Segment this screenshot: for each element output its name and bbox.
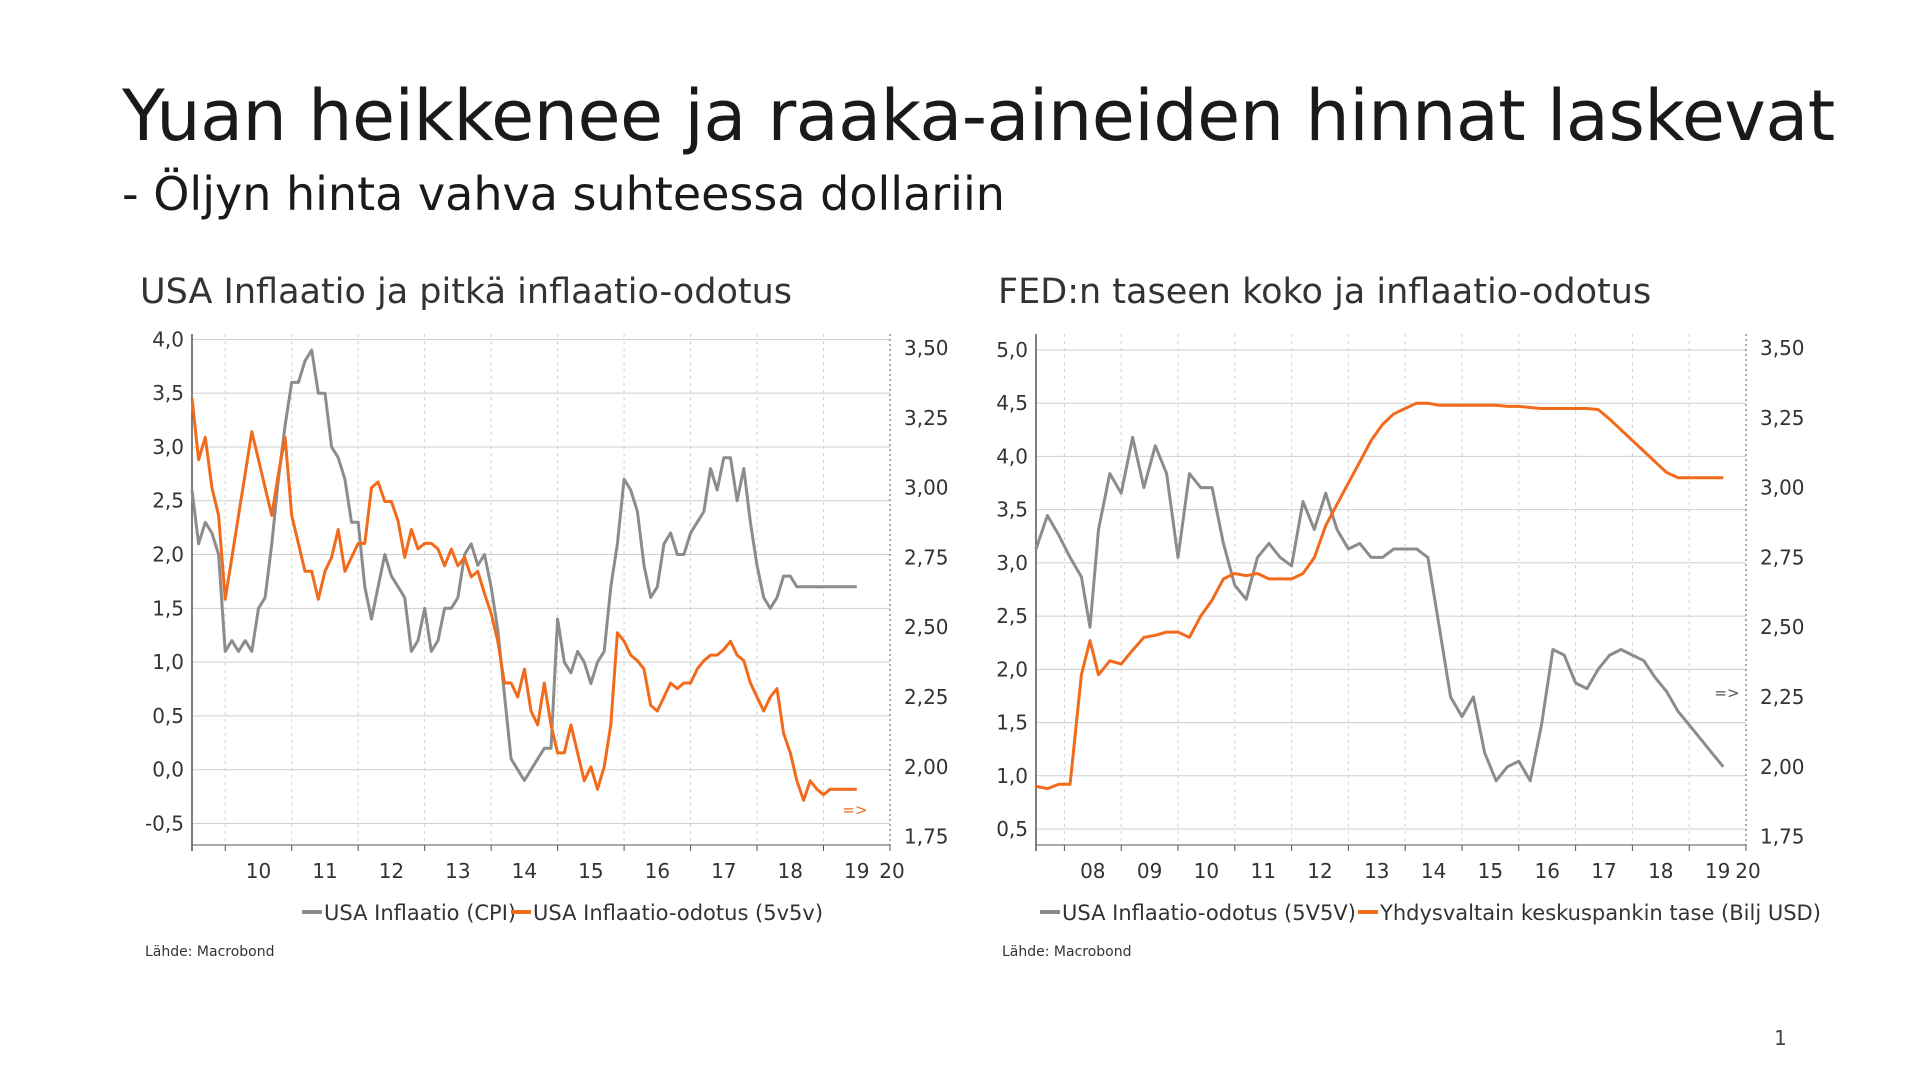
arrow-annotation: => [842,801,867,819]
y-right-tick-label: 3,25 [1760,406,1805,430]
y-right-tick-label: 2,00 [904,755,949,779]
x-tick-label: 15 [1478,859,1503,883]
y-left-tick-label: 1,0 [996,764,1028,788]
arrow-annotation: => [1714,684,1739,702]
x-tick-label: 13 [445,859,470,883]
chart-1-source: Lähde: Macrobond [145,944,275,960]
y-right-tick-label: 3,25 [904,406,949,430]
x-tick-label: 18 [778,859,803,883]
y-left-tick-label: 0,5 [996,817,1028,841]
y-right-tick-label: 3,50 [904,336,949,360]
x-tick-label: 19 [844,859,869,883]
series-line-1 [1034,435,1725,783]
y-right-tick-label: 1,75 [1760,825,1805,849]
chart-1-title: USA Inflaatio ja pitkä inflaatio-odotus [140,272,792,312]
x-tick-label: 18 [1648,859,1673,883]
y-left-tick-label: -0,5 [145,811,184,835]
series-line-2 [190,398,857,802]
y-right-tick-label: 2,25 [904,685,949,709]
y-left-tick-label: 3,5 [996,498,1028,522]
chart-2-title: FED:n taseen koko ja inflaatio-odotus [998,272,1652,312]
y-left-tick-label: 0,5 [152,704,184,728]
y-left-tick-label: 3,0 [152,435,184,459]
legend-label: USA Inflaatio-odotus (5v5v) [533,901,823,925]
y-right-tick-label: 3,50 [1760,336,1805,360]
legend-label: Yhdysvaltain keskuspankin tase (Bilj USD… [1379,901,1821,925]
slide-title: Yuan heikkenee ja raaka-aineiden hinnat … [122,75,1835,157]
y-left-tick-label: 2,0 [996,657,1028,681]
series-line-1 [190,348,857,782]
y-right-tick-label: 2,00 [1760,755,1805,779]
legend-label: USA Inflaatio (CPI) [324,901,516,925]
chart-2: 5,0 4,5 4,0 3,5 3,0 2,5 2,0 1,5 1,0 0,5 3,50 3,25 3,… [996,334,1821,925]
y-right-tick-label: 3,00 [904,476,949,500]
y-left-tick-label: 3,5 [152,381,184,405]
x-tick-label: 11 [312,859,337,883]
y-right-tick-label: 2,50 [1760,615,1805,639]
y-right-tick-label: 2,75 [1760,545,1805,569]
x-tick-label: 12 [1307,859,1332,883]
x-tick-label: 20 [1735,859,1760,883]
y-left-tick-label: 1,5 [152,596,184,620]
y-left-tick-label: 5,0 [996,338,1028,362]
y-left-tick-label: 2,5 [996,604,1028,628]
x-tick-label: 08 [1080,859,1105,883]
y-right-tick-label: 2,50 [904,615,949,639]
x-tick-label: 12 [379,859,404,883]
x-tick-label: 17 [1591,859,1616,883]
y-right-tick-label: 2,75 [904,545,949,569]
x-tick-label: 16 [1534,859,1559,883]
y-left-tick-label: 1,0 [152,650,184,674]
x-tick-label: 15 [578,859,603,883]
y-left-tick-label: 1,5 [996,711,1028,735]
y-left-tick-label: 2,5 [152,489,184,513]
y-right-tick-label: 2,25 [1760,685,1805,709]
x-tick-label: 10 [1194,859,1219,883]
x-tick-label: 10 [246,859,271,883]
series-line-2 [1035,401,1724,791]
slide-subtitle: - Öljyn hinta vahva suhteessa dollariin [122,167,1005,221]
x-tick-label: 13 [1364,859,1389,883]
x-tick-label: 16 [645,859,670,883]
x-tick-label: 20 [879,859,904,883]
chart-2-source: Lähde: Macrobond [1002,944,1132,960]
x-tick-label: 09 [1137,859,1162,883]
y-left-tick-label: 4,0 [152,327,184,351]
y-left-tick-label: 4,0 [996,444,1028,468]
legend-label: USA Inflaatio-odotus (5V5V) [1062,901,1356,925]
page-number: 1 [1774,1026,1787,1050]
x-tick-label: 19 [1705,859,1730,883]
y-right-tick-label: 3,00 [1760,476,1805,500]
x-tick-label: 14 [1421,859,1446,883]
y-right-tick-label: 1,75 [904,825,949,849]
y-left-tick-label: 2,0 [152,543,184,567]
y-left-tick-label: 4,5 [996,391,1028,415]
y-left-tick-label: 3,0 [996,551,1028,575]
y-left-tick-label: 0,0 [152,758,184,782]
x-tick-label: 11 [1250,859,1275,883]
chart-1: 4,0 3,5 3,0 2,5 2,0 1,5 1,0 0,5 0,0 -0,5 3,50 3,25 3… [145,327,949,925]
x-tick-label: 14 [512,859,537,883]
x-tick-label: 17 [711,859,736,883]
